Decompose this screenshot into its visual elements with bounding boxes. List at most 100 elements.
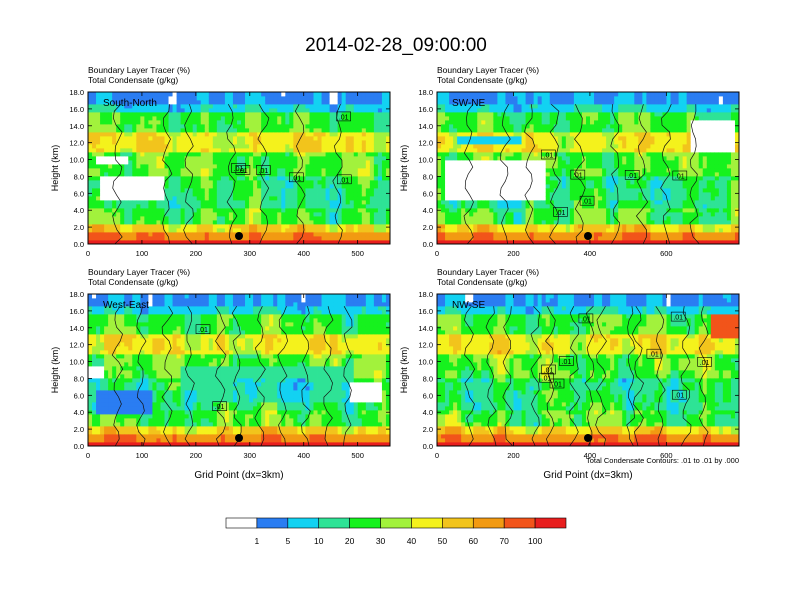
field-cell [594, 112, 599, 117]
field-cell [477, 168, 482, 173]
field-cell [301, 164, 306, 169]
field-cell [184, 188, 190, 193]
field-cell [598, 192, 603, 197]
field-cell [200, 128, 206, 133]
field-cell [537, 116, 543, 121]
field-cell [140, 168, 145, 173]
field-cell [148, 164, 153, 169]
field-cell [361, 148, 367, 153]
field-cell [598, 180, 603, 185]
contour-label-box [336, 111, 352, 122]
field-cell [553, 216, 559, 221]
field-cell [638, 124, 643, 129]
field-cell [297, 132, 302, 137]
field-cell [341, 168, 347, 173]
field-cell [301, 232, 306, 237]
field-cell [184, 164, 190, 169]
field-cell [212, 148, 218, 153]
field-cell [557, 228, 563, 233]
field-cell [373, 144, 379, 149]
field-cell [650, 156, 655, 161]
field-cell [297, 180, 302, 185]
field-cell [277, 232, 282, 237]
field-cell [537, 192, 543, 197]
field-cell [481, 224, 486, 229]
field-cell [565, 168, 571, 173]
field-cell [124, 140, 129, 145]
field-cell [104, 144, 109, 149]
field-cell [646, 220, 651, 225]
field-cell [337, 156, 343, 161]
field-cell [92, 92, 97, 97]
field-cell [385, 120, 390, 125]
field-cell [200, 208, 206, 213]
field-cell [618, 176, 623, 181]
field-cell [112, 176, 117, 181]
field-cell [325, 140, 330, 145]
field-cell [630, 92, 635, 97]
field-cell [577, 204, 583, 209]
field-cell [485, 108, 490, 113]
field-cell [96, 212, 101, 217]
field-cell [634, 180, 639, 185]
field-cell [285, 108, 290, 113]
field-cell [513, 96, 518, 101]
field-cell [598, 232, 603, 237]
field-cell [305, 120, 310, 125]
field-cell [132, 200, 137, 205]
field-cell [92, 228, 97, 233]
field-cell [638, 184, 643, 189]
field-cell [88, 184, 93, 189]
field-cell [128, 172, 133, 177]
field-cell [501, 124, 506, 129]
field-cell [337, 176, 343, 181]
field-cell [329, 192, 335, 197]
field-cell [236, 120, 242, 125]
field-cell [261, 140, 266, 145]
field-cell [88, 96, 93, 101]
field-cell [517, 196, 522, 201]
field-cell [208, 196, 214, 201]
field-cell [164, 216, 169, 221]
field-cell [453, 236, 458, 241]
field-cell [224, 136, 230, 141]
field-cell [650, 204, 655, 209]
field-cell [461, 192, 466, 197]
field-cell [561, 128, 567, 133]
field-cell [565, 112, 571, 117]
field-cell [188, 160, 194, 165]
field-cell [606, 212, 611, 217]
field-cell [477, 200, 482, 205]
field-cell [561, 168, 567, 173]
field-cell [232, 136, 238, 141]
field-cell [136, 156, 141, 161]
field-cell [537, 108, 543, 113]
field-cell [553, 168, 559, 173]
field-cell [634, 140, 639, 145]
field-cell [245, 128, 250, 133]
field-cell [120, 152, 125, 157]
field-cell [457, 232, 462, 237]
field-cell [654, 232, 659, 237]
field-cell [650, 212, 655, 217]
field-cell [437, 184, 442, 189]
field-cell [493, 164, 498, 169]
field-cell [614, 172, 619, 177]
field-cell [349, 220, 355, 225]
field-cell [618, 128, 623, 133]
field-cell [241, 184, 246, 189]
field-cell [441, 188, 446, 193]
field-cell [196, 236, 202, 241]
field-cell [88, 108, 93, 113]
field-cell [325, 148, 330, 153]
field-cell [216, 164, 222, 169]
field-cell [501, 100, 506, 105]
field-cell [445, 196, 450, 201]
field-cell [622, 128, 627, 133]
field-cell [152, 184, 157, 189]
field-cell [385, 184, 390, 189]
field-cell [614, 124, 619, 129]
field-cell [140, 136, 145, 141]
field-cell [377, 240, 383, 244]
field-cell [261, 116, 266, 121]
